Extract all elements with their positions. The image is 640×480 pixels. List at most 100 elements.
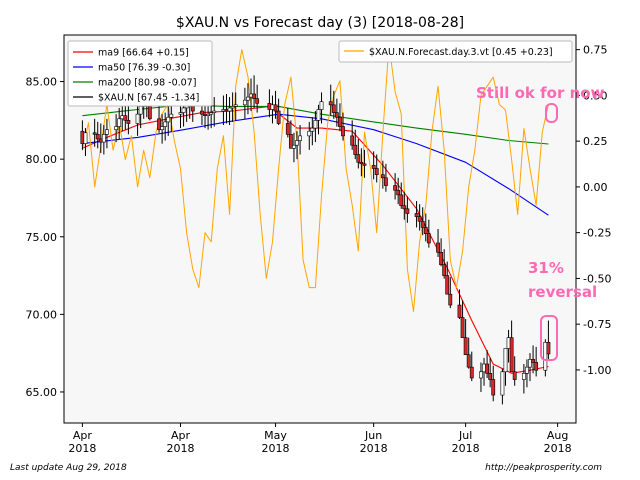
y-right-tick-label: -1.00 — [583, 364, 611, 377]
y-left-tick-label: 70.00 — [26, 308, 58, 321]
candle-up — [138, 106, 143, 115]
candle-down — [442, 264, 447, 276]
x-tick-label-month: Aug — [547, 429, 568, 442]
candle-down — [445, 275, 450, 295]
candle-up — [525, 366, 529, 374]
candle-down — [393, 185, 398, 191]
candle-up — [479, 371, 483, 379]
candle-down — [338, 116, 342, 127]
candle-up — [230, 106, 235, 109]
annotation-reversal: reversal — [528, 283, 597, 301]
x-tick-label-year: 2018 — [262, 442, 290, 455]
candle-up — [114, 126, 119, 130]
candle-up — [249, 93, 253, 98]
candle-down — [420, 220, 425, 228]
candle-down — [285, 123, 290, 135]
candle-down — [399, 194, 404, 207]
candle-down — [273, 104, 278, 112]
footer-last-update: Last update Aug 29, 2018 — [10, 463, 127, 473]
candle-down — [95, 134, 100, 140]
candle-up — [221, 109, 226, 112]
legend-left-box — [67, 40, 213, 107]
candle-down — [546, 341, 551, 355]
candle-down — [405, 208, 410, 214]
candle-down — [534, 362, 539, 371]
candle-up — [521, 373, 526, 380]
candle-down — [436, 242, 440, 253]
candle-down — [224, 109, 229, 112]
candle-down — [328, 101, 333, 106]
x-tick-label-year: 2018 — [452, 442, 480, 455]
candle-down — [92, 132, 97, 135]
legend-right-box — [338, 40, 573, 63]
y-right-tick-label: -0.50 — [583, 272, 611, 285]
candle-down — [359, 161, 364, 165]
candle-down — [362, 163, 367, 166]
y-right-tick-label: -0.75 — [583, 318, 611, 331]
legend-left-label: ma50 [76.39 -0.30] — [98, 63, 190, 74]
candle-down — [331, 104, 336, 113]
candle-down — [341, 126, 345, 137]
candle-down — [448, 293, 453, 306]
candle-down — [200, 110, 204, 115]
candle-down — [488, 373, 493, 380]
candle-down — [439, 251, 444, 265]
y-right-tick-label: -0.25 — [583, 227, 611, 240]
candle-up — [169, 113, 174, 118]
candle-down — [126, 120, 131, 124]
x-tick-label-month: Apr — [73, 429, 93, 442]
candle-up — [209, 112, 214, 115]
candle-down — [396, 189, 401, 196]
annotation-percent: 31% — [528, 259, 564, 277]
candle-down — [460, 317, 465, 338]
candle-up — [120, 115, 125, 120]
x-tick-label-month: Jun — [364, 429, 382, 442]
candle-up — [181, 107, 186, 113]
candle-down — [457, 304, 462, 318]
x-tick-label-year: 2018 — [544, 442, 572, 455]
candle-down — [276, 110, 281, 124]
x-tick-label-month: May — [264, 429, 287, 442]
candle-up — [227, 107, 232, 112]
candle-up — [212, 110, 217, 113]
footer-source-url: http://peakprosperity.com — [485, 463, 602, 473]
candle-up — [163, 121, 168, 127]
annotation-still-ok: Still ok for now — [476, 84, 605, 102]
candle-up — [319, 101, 324, 110]
candle-down — [426, 233, 431, 244]
candle-down — [334, 112, 339, 118]
candle-down — [423, 227, 428, 234]
candle-up — [298, 135, 302, 141]
annotation-box-candles — [540, 315, 558, 361]
legend-left-label: ma9 [66.64 +0.15] — [98, 48, 189, 59]
candle-up — [310, 127, 315, 132]
candle-up — [206, 113, 210, 117]
candle-up — [316, 109, 321, 121]
candle-down — [98, 138, 103, 143]
candle-down — [417, 216, 422, 222]
candle-up — [117, 118, 122, 127]
candle-up — [528, 359, 532, 368]
candle-up — [160, 126, 165, 130]
candle-up — [242, 99, 247, 106]
candle-down — [491, 379, 496, 396]
candle-down — [203, 113, 207, 117]
candle-up — [295, 140, 299, 146]
plot-frame — [63, 34, 577, 424]
candle-down — [414, 213, 419, 217]
candle-up — [270, 104, 275, 110]
candle-up — [313, 120, 318, 129]
candle-up — [307, 130, 312, 137]
candle-up — [166, 116, 171, 123]
x-tick-label-year: 2018 — [68, 442, 96, 455]
y-left-tick-label: 65.00 — [26, 386, 58, 399]
x-tick-label-year: 2018 — [360, 442, 388, 455]
candle-down — [157, 118, 161, 130]
legend-right-label: $XAU.N.Forecast.day.3.vt [0.45 +0.23] — [369, 47, 553, 58]
candle-down — [469, 366, 474, 379]
candle-down — [384, 177, 388, 186]
candle-down — [190, 106, 195, 112]
y-right-tick-label: 0.75 — [583, 44, 608, 57]
candle-up — [233, 104, 238, 107]
